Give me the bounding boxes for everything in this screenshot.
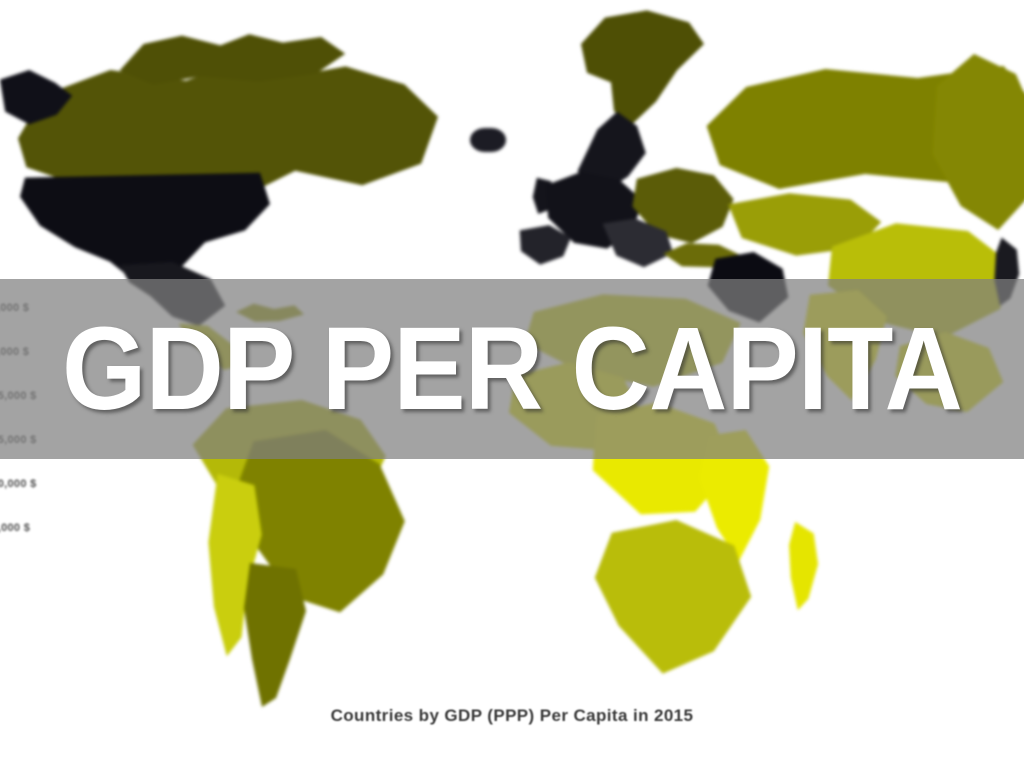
title-overlay-band: GDP PER CAPITA: [0, 279, 1024, 459]
legend-row: - 10,000 $: [0, 462, 104, 506]
legend-row: n: [0, 550, 104, 594]
legend-label: - 5,000 $: [0, 522, 31, 534]
region-greenland: [581, 10, 704, 125]
legend-label: - 10,000 $: [0, 478, 37, 490]
page-title: GDP PER CAPITA: [62, 303, 963, 435]
legend-row: - 5,000 $: [0, 506, 104, 550]
map-caption: Countries by GDP (PPP) Per Capita in 201…: [330, 706, 694, 725]
region-madagascar: [789, 521, 819, 611]
region-iceland: [470, 128, 506, 152]
